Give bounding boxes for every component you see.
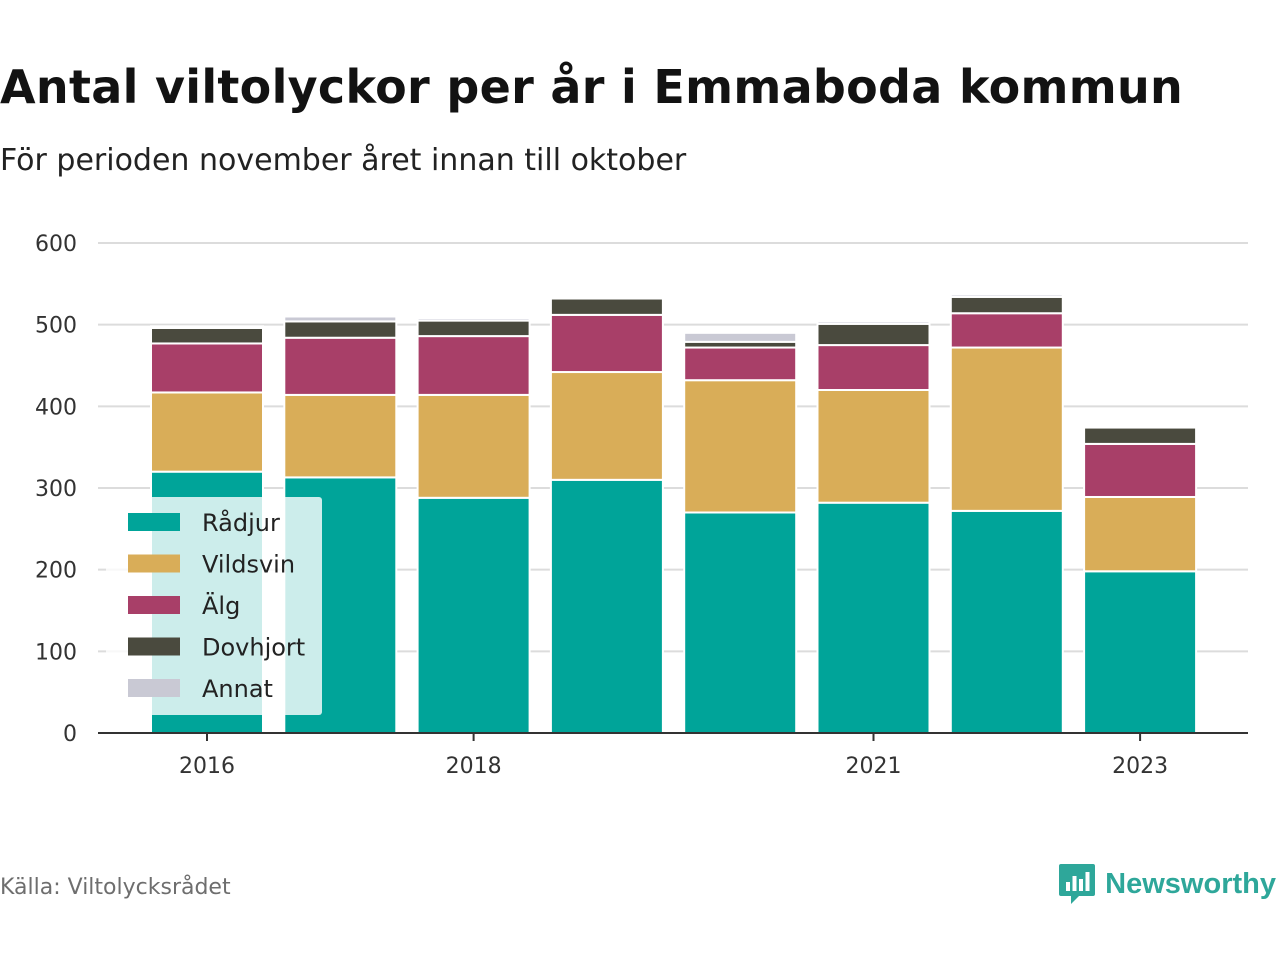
bar-segment [949,509,1064,734]
bar-segment [816,389,931,504]
bar-segment [949,312,1064,349]
x-tick-label: 2023 [1112,754,1168,779]
bar-segment [416,335,531,396]
y-tick-label: 300 [35,477,77,502]
newsworthy-logo-icon [1059,864,1096,904]
x-tick-label: 2016 [179,754,235,779]
x-tick-label: 2021 [846,754,902,779]
bar-segment [549,478,664,735]
y-tick-label: 400 [35,395,77,420]
legend-label: Annat [202,675,273,703]
bar-segment [283,315,398,323]
y-tick-label: 500 [35,314,77,339]
legend-swatch [128,637,180,656]
legend-swatch [128,596,180,614]
bar-segment [150,325,264,329]
bar-segment [416,319,531,338]
bar-segment [683,379,798,514]
y-axis: 0 100 200 300 400 500 600 [35,232,77,747]
legend-label: Älg [202,591,240,620]
legend-label: Dovhjort [202,634,305,662]
bar-stack-2020 [683,331,798,734]
source-note: Källa: Viltolycksrådet [0,875,231,900]
chart-subtitle: För perioden november året innan till ok… [0,143,687,178]
legend-swatch [128,554,180,573]
bar-segment [816,322,931,347]
bar-segment [683,331,798,343]
bar-segment [416,393,531,499]
bar-stack-2022 [949,293,1064,734]
bar-segment [283,336,398,396]
bar-segment [549,313,664,374]
bar-segment [1083,570,1198,734]
bar-segment [949,346,1064,512]
legend-box [106,497,322,715]
y-tick-label: 0 [63,722,77,747]
bar-segment [283,393,398,479]
bar-segment [416,317,531,322]
bar-stack-2019 [549,297,664,735]
y-tick-label: 600 [35,232,77,257]
bar-segment [549,371,664,481]
legend-label: Rådjur [202,508,280,537]
legend-swatch [128,513,180,531]
legend: Rådjur Vildsvin Älg Dovhjort Annat [106,497,322,715]
bar-segment [949,295,1064,315]
bar-segment [683,511,798,734]
bar-segment [949,293,1064,298]
bar-segment [1083,426,1198,445]
y-tick-label: 200 [35,559,77,584]
bar-segment [816,320,931,325]
x-tick-label: 2018 [446,754,502,779]
bar-segment [816,344,931,392]
brand-name: Newsworthy [1105,867,1276,900]
x-axis: 2016 2018 2021 2023 [179,733,1168,779]
legend-swatch [128,679,180,697]
y-tick-label: 100 [35,640,77,665]
legend-label: Vildsvin [202,551,295,579]
brand-logo[interactable]: Newsworthy [1057,862,1276,906]
bar-segment [549,297,664,316]
bar-segment [683,346,798,382]
bar-segment [150,326,264,345]
bar-stack-2018 [416,317,531,734]
bar-segment [416,496,531,734]
bar-segment [1083,495,1198,573]
chart-title: Antal viltolyckor per år i Emmaboda komm… [0,60,1184,114]
bar-stack-2023 [1083,426,1198,734]
bar-segment [1083,442,1198,498]
bar-segment [150,342,264,394]
bar-stack-2021 [816,320,931,735]
bar-segment [816,501,931,735]
bar-segment [150,391,264,473]
bar-segment [283,320,398,339]
